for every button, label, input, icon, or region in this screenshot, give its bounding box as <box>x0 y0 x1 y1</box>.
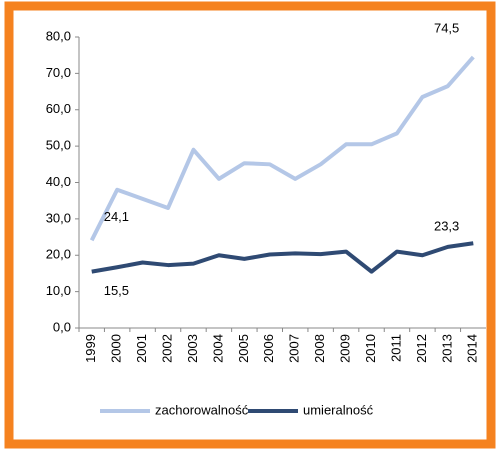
frame <box>4 1 496 449</box>
x-tick-label: 2010 <box>363 334 378 363</box>
x-tick-label: 2012 <box>414 334 429 363</box>
x-tick-label: 2011 <box>388 334 403 362</box>
legend-label: umieralność <box>303 402 374 417</box>
x-tick-label: 2014 <box>465 334 480 363</box>
x-tick-label: 2007 <box>287 334 302 363</box>
y-tick-label: 70,0 <box>46 65 71 80</box>
y-tick-label: 40,0 <box>46 174 71 189</box>
x-tick-label: 2009 <box>338 334 353 363</box>
y-tick-label: 50,0 <box>46 138 71 153</box>
x-tick-label: 2000 <box>109 334 124 363</box>
x-tick-label: 2008 <box>312 334 327 363</box>
x-tick-label: 2006 <box>261 334 276 363</box>
series-line <box>89 55 475 242</box>
x-tick-label: 2003 <box>185 334 200 363</box>
y-tick-label: 10,0 <box>46 283 71 298</box>
y-tick-label: 0,0 <box>53 319 71 334</box>
y-tick-label: 80,0 <box>46 28 71 43</box>
x-tick-label: 2004 <box>210 334 225 363</box>
data-label: 74,5 <box>434 20 459 35</box>
x-tick-label: 2005 <box>236 334 251 363</box>
series-line <box>91 241 474 274</box>
y-tick-label: 60,0 <box>46 101 71 116</box>
x-tick-label: 2001 <box>134 334 149 363</box>
data-label: 23,3 <box>434 219 459 234</box>
y-tick-label: 20,0 <box>46 247 71 262</box>
x-tick-label: 2013 <box>439 334 454 363</box>
data-label: 15,5 <box>104 283 129 298</box>
legend-label: zachorowalność <box>155 402 249 417</box>
x-tick-label: 2002 <box>159 334 174 363</box>
y-tick-label: 30,0 <box>46 210 71 225</box>
data-label: 24,1 <box>104 209 129 224</box>
x-tick-label: 1999 <box>83 334 98 363</box>
